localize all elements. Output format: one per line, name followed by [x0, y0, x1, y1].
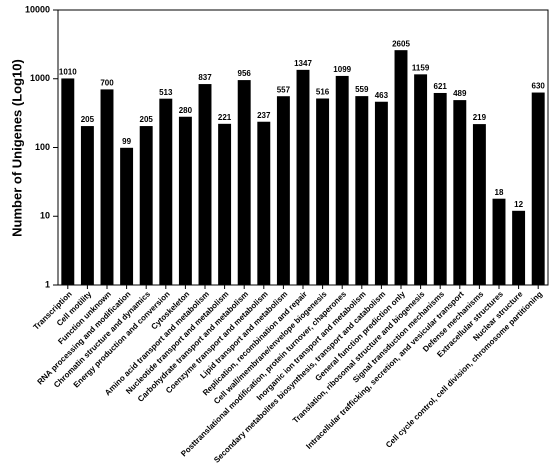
y-tick-label: 1 — [45, 279, 50, 289]
value-label: 516 — [316, 88, 330, 97]
value-label: 630 — [532, 82, 546, 91]
value-label: 221 — [218, 113, 232, 122]
value-label: 99 — [122, 137, 131, 146]
bar — [531, 92, 545, 285]
bar — [218, 123, 232, 285]
value-label: 1347 — [294, 59, 312, 68]
y-tick-label: 1000 — [30, 73, 50, 83]
value-label: 463 — [375, 91, 389, 100]
value-label: 513 — [159, 88, 173, 97]
value-label: 205 — [81, 115, 95, 124]
y-tick-label: 100 — [35, 142, 50, 152]
value-label: 219 — [473, 113, 487, 122]
value-label: 2605 — [392, 39, 410, 48]
value-label: 489 — [453, 89, 467, 98]
value-label: 956 — [238, 69, 252, 78]
value-label: 205 — [140, 115, 154, 124]
value-label: 12 — [514, 200, 523, 209]
value-label: 559 — [355, 85, 369, 94]
bar — [296, 69, 310, 285]
bar — [120, 147, 134, 285]
bar — [355, 96, 369, 285]
bar — [492, 198, 506, 285]
value-label: 837 — [198, 73, 212, 82]
bar — [335, 75, 349, 285]
value-label: 1099 — [333, 65, 351, 74]
bar — [198, 84, 212, 285]
bar — [61, 78, 75, 285]
bar — [257, 121, 271, 285]
bar — [237, 80, 251, 285]
value-label: 557 — [277, 85, 291, 94]
value-label: 280 — [179, 106, 193, 115]
bar — [159, 98, 173, 285]
value-label: 1159 — [412, 63, 430, 72]
bar — [178, 116, 192, 285]
bar — [394, 50, 408, 285]
value-label: 621 — [434, 82, 448, 91]
bar — [80, 126, 94, 285]
value-label: 1010 — [59, 68, 77, 77]
y-axis-label: Number of Unigenes (Log10) — [9, 59, 24, 237]
bar — [139, 126, 153, 285]
value-label: 18 — [495, 188, 504, 197]
bar — [453, 100, 467, 285]
bar — [316, 98, 330, 285]
y-tick-label: 10 — [40, 211, 50, 221]
bar — [433, 92, 447, 286]
y-tick-label: 10000 — [25, 4, 50, 14]
bar — [100, 89, 114, 286]
bar — [276, 96, 290, 285]
bar — [374, 101, 388, 286]
value-label: 700 — [100, 79, 114, 88]
bar — [472, 124, 486, 285]
bar — [512, 210, 526, 285]
value-label: 237 — [257, 111, 271, 120]
bar — [414, 74, 428, 285]
